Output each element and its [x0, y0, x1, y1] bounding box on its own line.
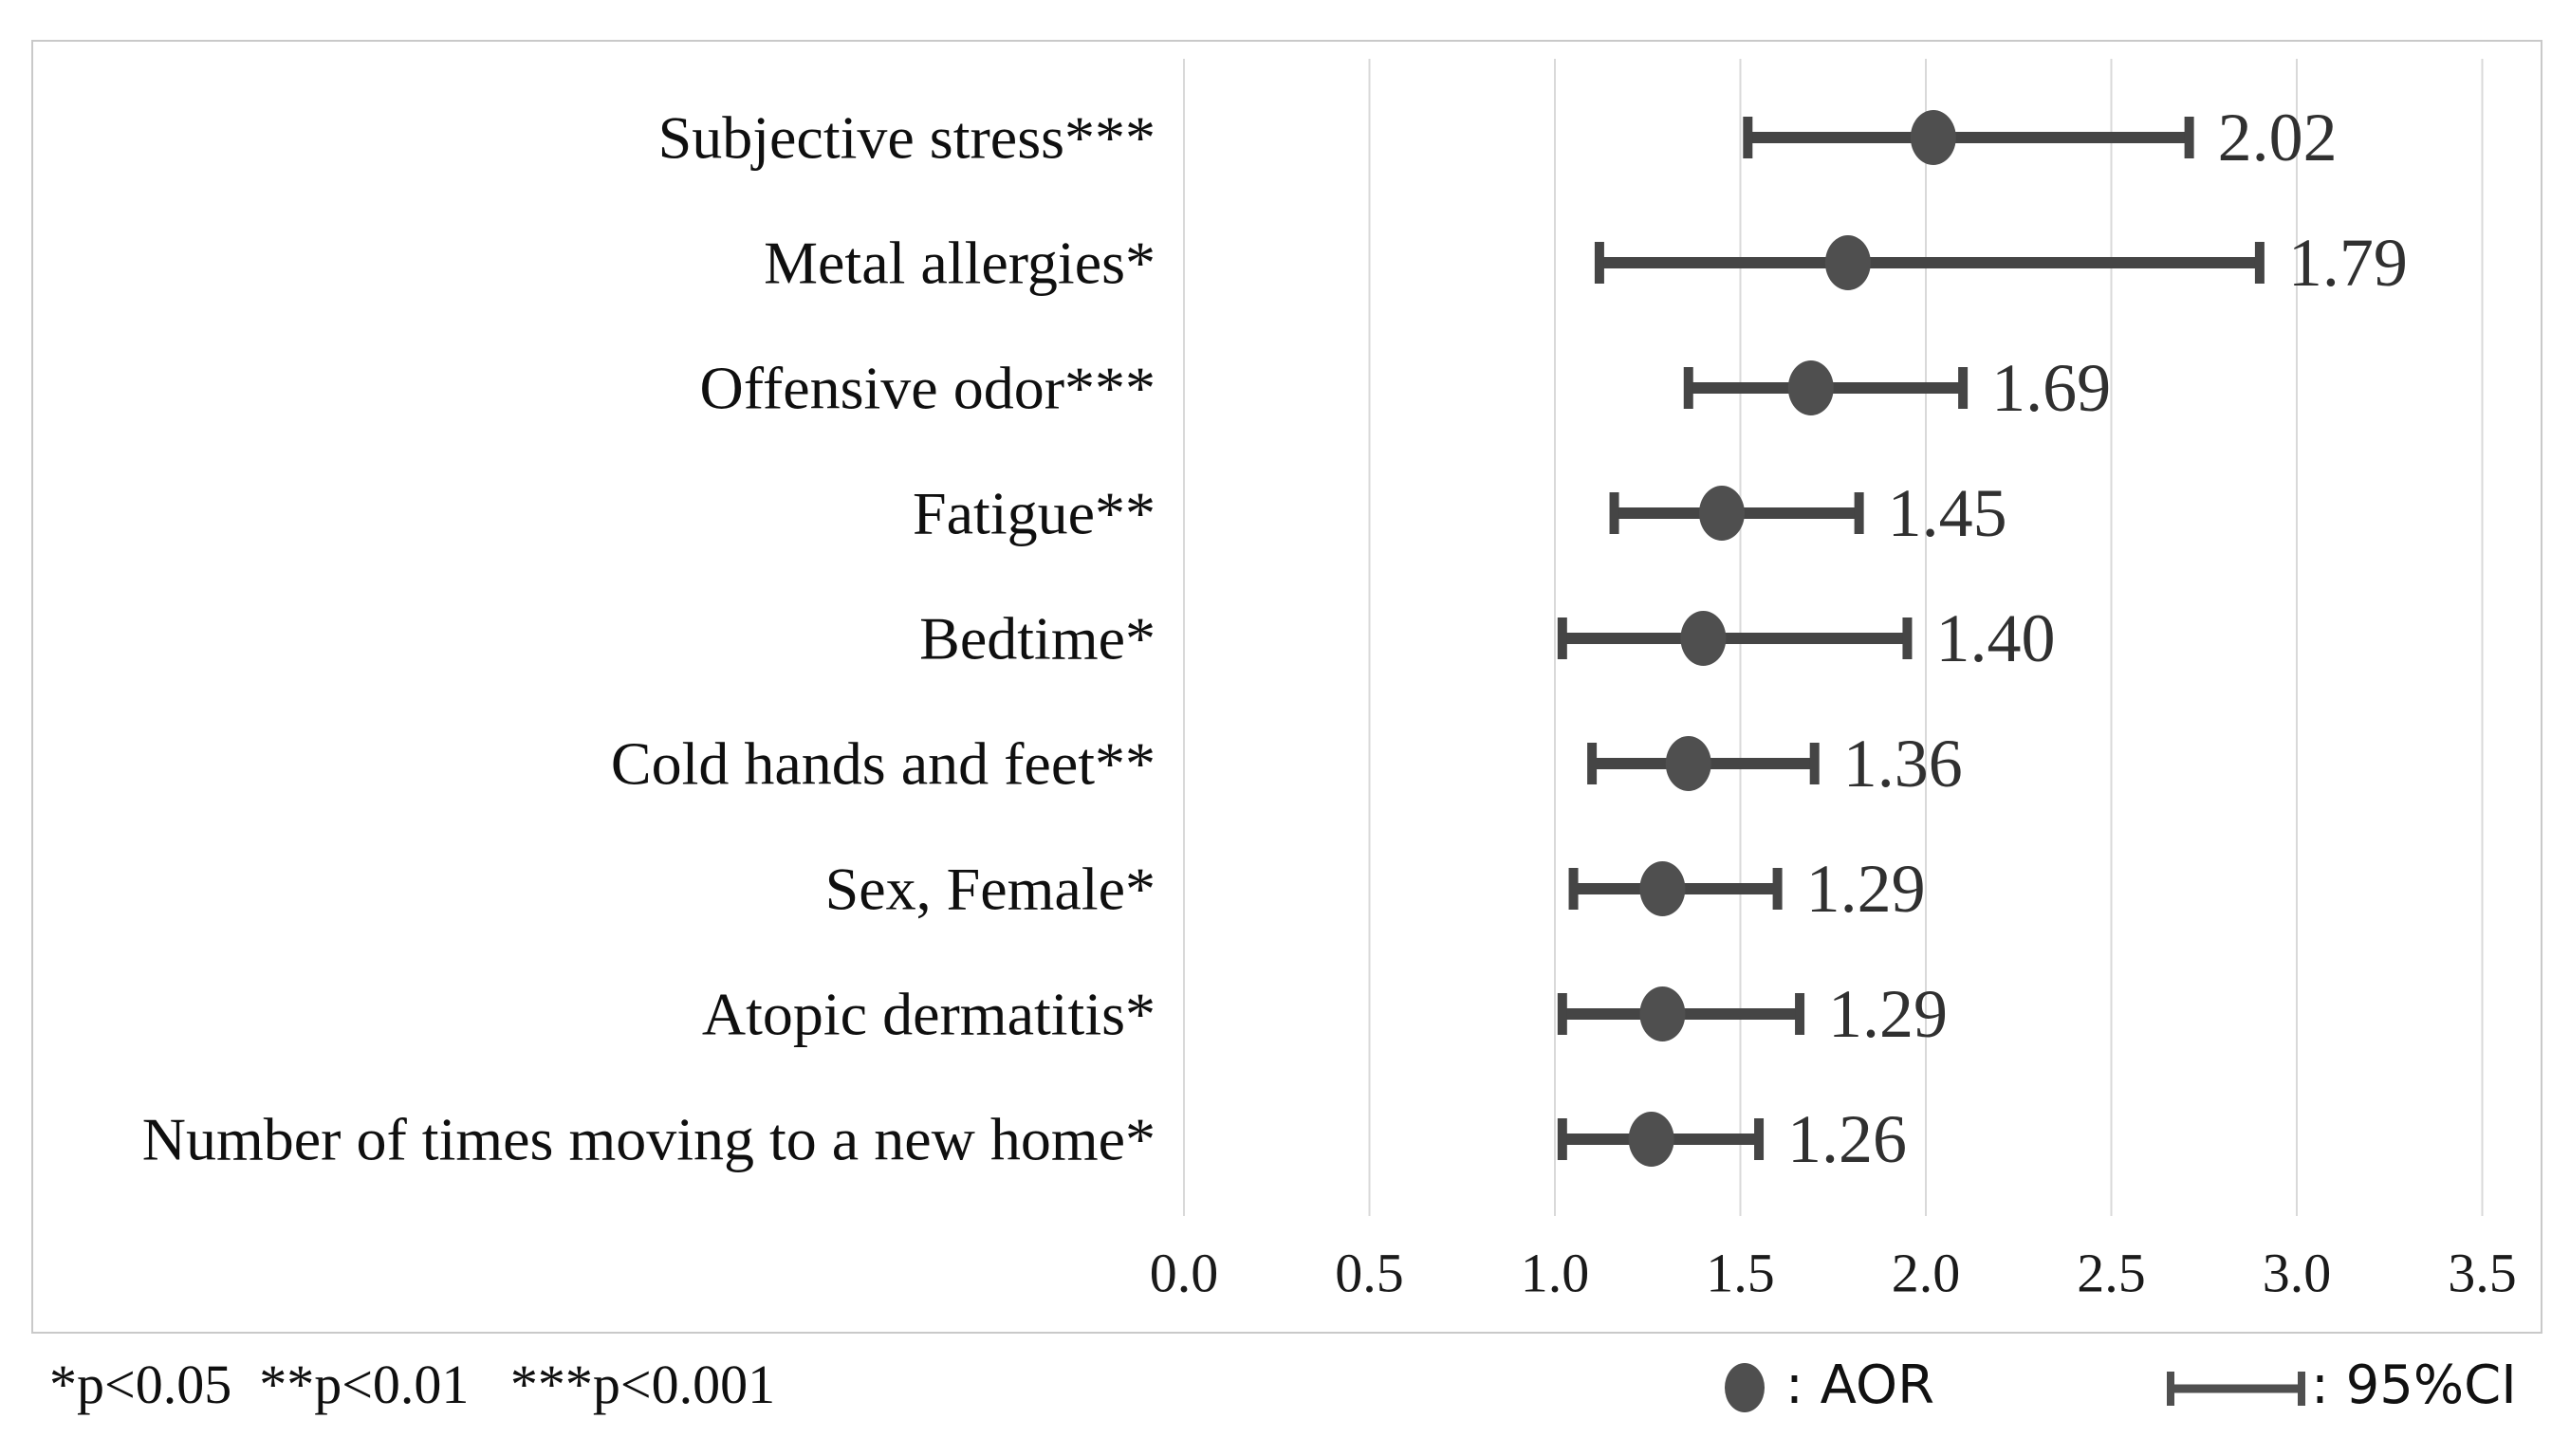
aor-dot — [1787, 360, 1834, 415]
row-label: Sex, Female* — [825, 856, 1156, 923]
aor-dot — [1680, 611, 1727, 666]
aor-dot — [1910, 110, 1956, 165]
x-tick-label: 2.5 — [2077, 1243, 2146, 1304]
row-label: Number of times moving to a new home* — [142, 1106, 1156, 1173]
row-label: Subjective stress*** — [658, 104, 1156, 172]
value-label: 1.36 — [1843, 726, 1963, 802]
x-tick-label: 2.0 — [1892, 1243, 1961, 1304]
aor-dot — [1698, 486, 1745, 541]
x-tick-label: 3.5 — [2448, 1243, 2517, 1304]
row-label: Cold hands and feet** — [611, 730, 1156, 798]
row-label: Offensive odor*** — [700, 355, 1156, 422]
row-label: Atopic dermatitis* — [702, 981, 1156, 1048]
value-label: 1.40 — [1935, 600, 2055, 676]
significance-footnote: *p<0.05 **p<0.01 ***p<0.001 — [49, 1354, 776, 1415]
value-label: 1.29 — [1806, 851, 1926, 927]
value-label: 1.45 — [1888, 475, 2007, 551]
x-tick-label: 1.0 — [1521, 1243, 1590, 1304]
row-label: Metal allergies* — [764, 230, 1156, 297]
x-tick-label: 1.5 — [1706, 1243, 1775, 1304]
aor-dot — [1628, 1112, 1674, 1167]
aor-dot — [1639, 986, 1686, 1041]
row-label: Fatigue** — [913, 480, 1156, 547]
value-label: 1.26 — [1787, 1101, 1907, 1177]
aor-dot — [1665, 736, 1711, 791]
row-label: Bedtime* — [919, 605, 1156, 673]
value-label: 2.02 — [2218, 100, 2338, 175]
x-tick-label: 3.0 — [2263, 1243, 2332, 1304]
x-tick-label: 0.5 — [1335, 1243, 1404, 1304]
value-label: 1.29 — [1828, 976, 1948, 1052]
chart-border — [31, 40, 2542, 1334]
x-tick-label: 0.0 — [1150, 1243, 1219, 1304]
value-label: 1.69 — [1991, 350, 2111, 426]
aor-dot — [1639, 861, 1686, 916]
value-label: 1.79 — [2288, 225, 2408, 301]
aor-dot — [1824, 235, 1871, 290]
